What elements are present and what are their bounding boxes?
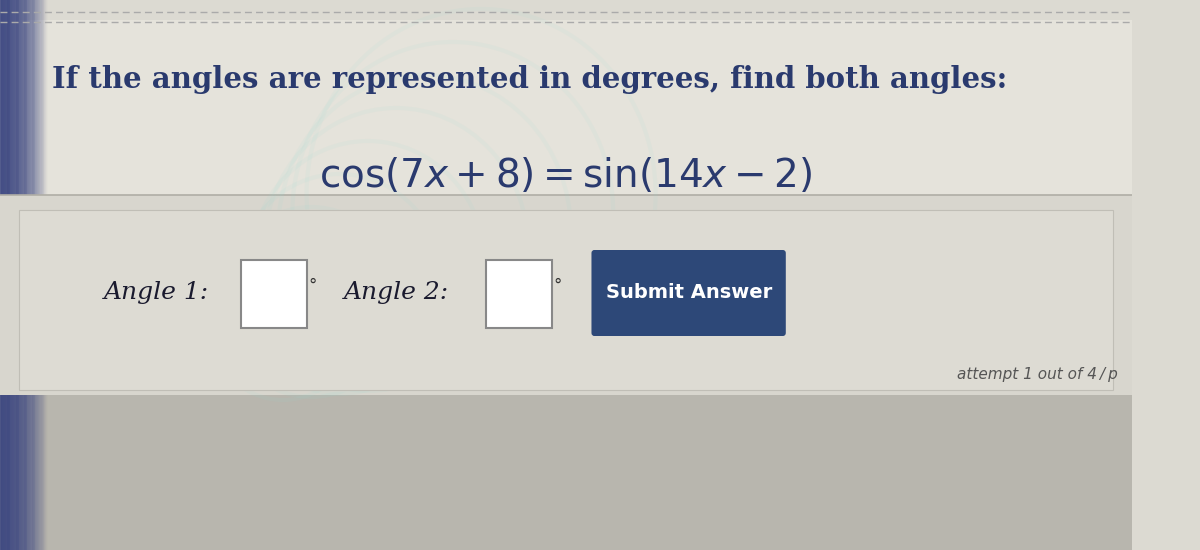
FancyBboxPatch shape — [592, 250, 786, 336]
Text: °: ° — [553, 277, 562, 295]
Text: °: ° — [308, 277, 317, 295]
Text: Angle 1:: Angle 1: — [103, 282, 209, 305]
Text: attempt 1 out of 4 / p: attempt 1 out of 4 / p — [958, 367, 1118, 382]
FancyBboxPatch shape — [19, 210, 1114, 390]
FancyBboxPatch shape — [0, 20, 1132, 395]
Text: If the angles are represented in degrees, find both angles:: If the angles are represented in degrees… — [52, 65, 1007, 94]
Text: Angle 2:: Angle 2: — [344, 282, 450, 305]
Text: Submit Answer: Submit Answer — [606, 283, 772, 302]
FancyBboxPatch shape — [486, 260, 552, 328]
FancyBboxPatch shape — [0, 395, 1132, 550]
FancyBboxPatch shape — [240, 260, 306, 328]
Text: $\cos(7x + 8) = \sin(14x - 2)$: $\cos(7x + 8) = \sin(14x - 2)$ — [319, 156, 812, 195]
FancyBboxPatch shape — [0, 195, 1132, 395]
